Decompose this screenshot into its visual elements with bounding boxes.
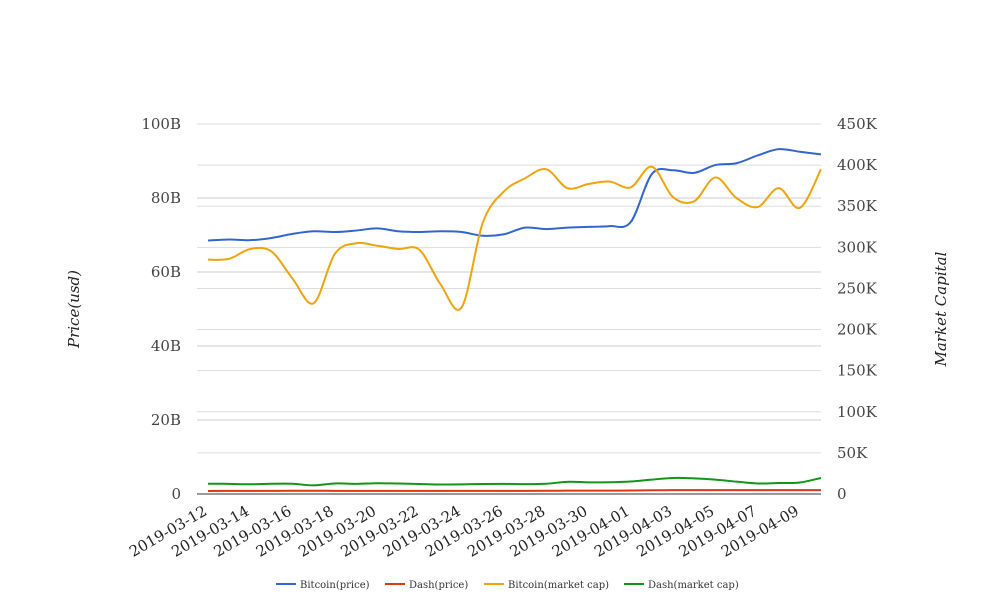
right-tick-label: 450K: [837, 115, 878, 133]
right-tick-label: 50K: [837, 444, 868, 462]
right-axis: 0 50K 100K 150K 200K 250K 300K 350K 400K 450K: [837, 115, 878, 503]
series-lines: [207, 148, 822, 493]
left-tick-label: 20B: [151, 411, 181, 429]
x-axis: 2019-03-122019-03-142019-03-162019-03-18…: [126, 502, 802, 561]
left-tick-label: 40B: [151, 337, 181, 355]
right-tick-label: 300K: [837, 238, 878, 256]
left-axis-title: Price(usd): [65, 270, 83, 349]
gridlines: [197, 123, 821, 495]
legend-label-bitcoin-market-cap: Bitcoin(market cap): [508, 580, 609, 591]
right-tick-label: 100K: [837, 403, 878, 421]
legend-label-bitcoin-price: Bitcoin(price): [300, 580, 370, 591]
legend-label-dash-market-cap: Dash(market cap): [648, 580, 739, 591]
right-axis-title: Market Capital: [932, 251, 950, 367]
series-line-bitcoin-market-cap: [207, 165, 822, 311]
left-tick-label: 0: [171, 485, 181, 503]
legend: Bitcoin(price) Dash(price) Bitcoin(market …: [276, 580, 739, 591]
left-axis: 0 20B 40B 60B 80B 100B: [141, 115, 181, 503]
left-tick-label: 60B: [151, 263, 181, 281]
left-tick-label: 100B: [141, 115, 181, 133]
series-line-dash-price: [207, 489, 821, 493]
series-line-bitcoin-price: [207, 148, 822, 242]
right-tick-label: 400K: [837, 156, 878, 174]
legend-label-dash-price: Dash(price): [409, 580, 468, 591]
right-tick-label: 150K: [837, 362, 878, 380]
right-tick-label: 200K: [837, 321, 878, 339]
left-tick-label: 80B: [151, 189, 181, 207]
right-tick-label: 0: [837, 485, 847, 503]
series-line-dash-market-cap: [207, 476, 822, 487]
right-tick-label: 250K: [837, 279, 878, 297]
right-tick-label: 350K: [837, 197, 878, 215]
